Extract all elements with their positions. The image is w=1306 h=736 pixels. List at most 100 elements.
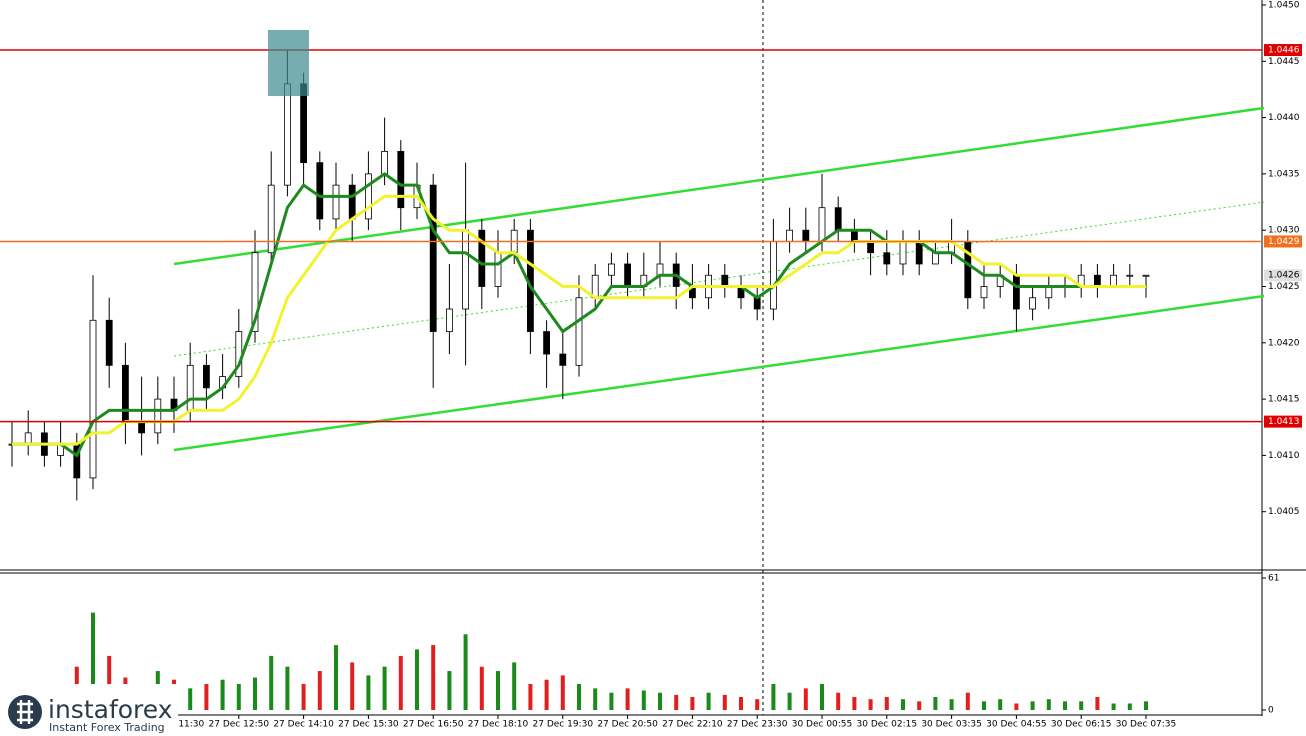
volume-bar [1144,701,1148,710]
volume-bar [1063,701,1067,710]
candle-body [105,319,113,366]
volume-bar [803,688,808,710]
y-tick-label: 61 [1268,574,1279,584]
y-tick-label: 1.0445 [1268,57,1300,67]
volume-bar [1127,703,1132,710]
brand-name: instaforex [48,695,173,724]
y-tick-label: 1.0450 [1268,1,1300,11]
candle-body [316,162,324,220]
volume-bar [982,701,986,710]
level-label: 1.0426 [1268,271,1300,281]
volume-bar [787,692,792,710]
volume-bar [755,699,760,710]
volume-bar [965,692,970,710]
candle-body [1110,274,1117,287]
candle-body [1013,274,1020,310]
volume-bar [220,679,225,710]
x-tick-label: 27 Dec 19:30 [533,720,594,730]
candle-body [608,263,615,276]
x-tick-label: 27 Dec 22:10 [662,720,723,730]
volume-bar [528,684,533,710]
level-label-box [1264,415,1302,428]
volume-bar [1111,703,1116,710]
candle-body [721,274,729,287]
candle-body [867,241,874,254]
candle-body [575,297,583,366]
volume-bar [1014,703,1019,710]
volume-bar [382,666,387,710]
candle-body [89,319,97,479]
volume-bar [577,684,581,710]
volume-bar [544,679,549,710]
x-tick-label: 27 Dec 14:10 [273,720,334,730]
volume-bar [204,684,209,710]
candle-body [915,241,923,265]
volume-bar [593,688,598,710]
candle-body [899,241,907,265]
candle-body [818,207,826,242]
volume-bar [107,655,112,710]
candle-body [851,229,858,242]
y-tick-label: 0 [1268,706,1274,716]
moving-average [12,194,1146,446]
candle-body [834,207,842,231]
volume-bar [901,699,905,710]
candle-body [364,173,372,220]
volume-bar [1046,699,1051,710]
candle-body [122,364,129,423]
candle-body [251,252,259,332]
candle-body [802,229,810,242]
x-tick-label: 27 Dec 20:50 [597,720,658,730]
y-tick-label: 1.0430 [1268,226,1300,236]
brand-tagline: Instant Forex Trading [49,721,165,734]
candle-body [980,286,988,299]
candle-body [1045,286,1053,299]
volume-bar [236,684,241,710]
volume-bar [998,699,1003,710]
candle-body [381,150,389,175]
candle-body [445,308,453,332]
candle-body [138,421,146,434]
highlight-box [268,30,309,96]
volume-bar [609,692,614,710]
x-tick-label: 30 Dec 07:35 [1116,720,1177,730]
volume-bar [884,697,889,710]
candle-body [24,432,32,445]
x-tick-label: 30 Dec 03:35 [921,720,982,730]
volume-bar [188,688,193,710]
volume-bar [334,645,338,710]
y-tick-label: 1.0405 [1268,507,1300,517]
candle-body [429,184,437,332]
volume-bar [560,675,565,710]
x-tick-label: 27 Dec 16:50 [403,720,464,730]
candle-body [267,184,275,254]
x-tick-label: 27 Dec 15:30 [338,720,399,730]
volume-bar [301,684,306,710]
level-label: 1.0446 [1268,46,1300,56]
y-tick-label: 1.0440 [1268,113,1300,123]
candle-body [1029,297,1036,310]
candle-body [559,353,567,366]
y-tick-label: 1.0410 [1268,451,1300,461]
level-label-box [1264,44,1302,57]
volume-bar [350,662,355,710]
y-tick-label: 1.0420 [1268,338,1300,348]
candle-body [591,274,599,299]
logo: instaforex Instant Forex Trading [0,684,178,736]
candle-body [624,263,631,287]
volume-bar [91,612,95,710]
volume-bar [431,645,436,710]
candle-body [786,229,793,242]
x-tick-label: 27 Dec 18:10 [468,720,529,730]
candle-body [1094,274,1101,287]
candle-body [478,229,486,287]
volume-bar [706,692,711,710]
volume-bar [479,666,484,710]
volume-bar [820,684,824,710]
volume-bar [836,692,841,710]
channel-upper [173,106,1265,266]
volume-bar [366,675,371,710]
y-tick-label: 1.0415 [1268,395,1300,405]
volume-bar [398,655,403,710]
candle-body [154,398,162,434]
